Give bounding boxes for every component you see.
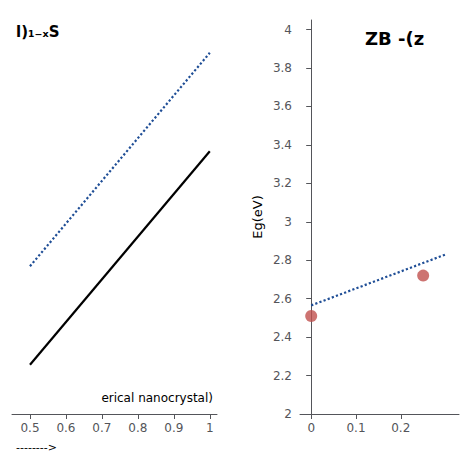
svg-text:Eg(eV): Eg(eV) xyxy=(250,195,265,239)
svg-text:0.2: 0.2 xyxy=(391,421,410,435)
svg-text:erical nanocrystal): erical nanocrystal) xyxy=(101,391,213,405)
svg-text:3: 3 xyxy=(284,215,292,229)
svg-text:0.9: 0.9 xyxy=(164,421,183,435)
svg-text:2.4: 2.4 xyxy=(273,330,292,344)
svg-text:3.4: 3.4 xyxy=(273,138,292,152)
svg-text:1: 1 xyxy=(206,421,214,435)
svg-text:0.8: 0.8 xyxy=(128,421,147,435)
svg-text:3.6: 3.6 xyxy=(273,99,292,113)
svg-text:0: 0 xyxy=(307,421,315,435)
svg-text:-------->: --------> xyxy=(16,441,57,454)
svg-text:0.5: 0.5 xyxy=(20,421,39,435)
svg-text:4: 4 xyxy=(284,23,292,37)
svg-text:2.2: 2.2 xyxy=(273,369,292,383)
svg-text:0.1: 0.1 xyxy=(346,421,365,435)
svg-text:2: 2 xyxy=(284,407,292,421)
svg-text:0.7: 0.7 xyxy=(92,421,111,435)
svg-text:ZB -(z: ZB -(z xyxy=(365,28,424,49)
svg-text:2.8: 2.8 xyxy=(273,253,292,267)
svg-text:0.6: 0.6 xyxy=(56,421,75,435)
svg-text:2.6: 2.6 xyxy=(273,292,292,306)
svg-text:3.8: 3.8 xyxy=(273,61,292,75)
svg-text:3.2: 3.2 xyxy=(273,176,292,190)
svg-text:l)₁₋ₓS: l)₁₋ₓS xyxy=(16,23,59,41)
